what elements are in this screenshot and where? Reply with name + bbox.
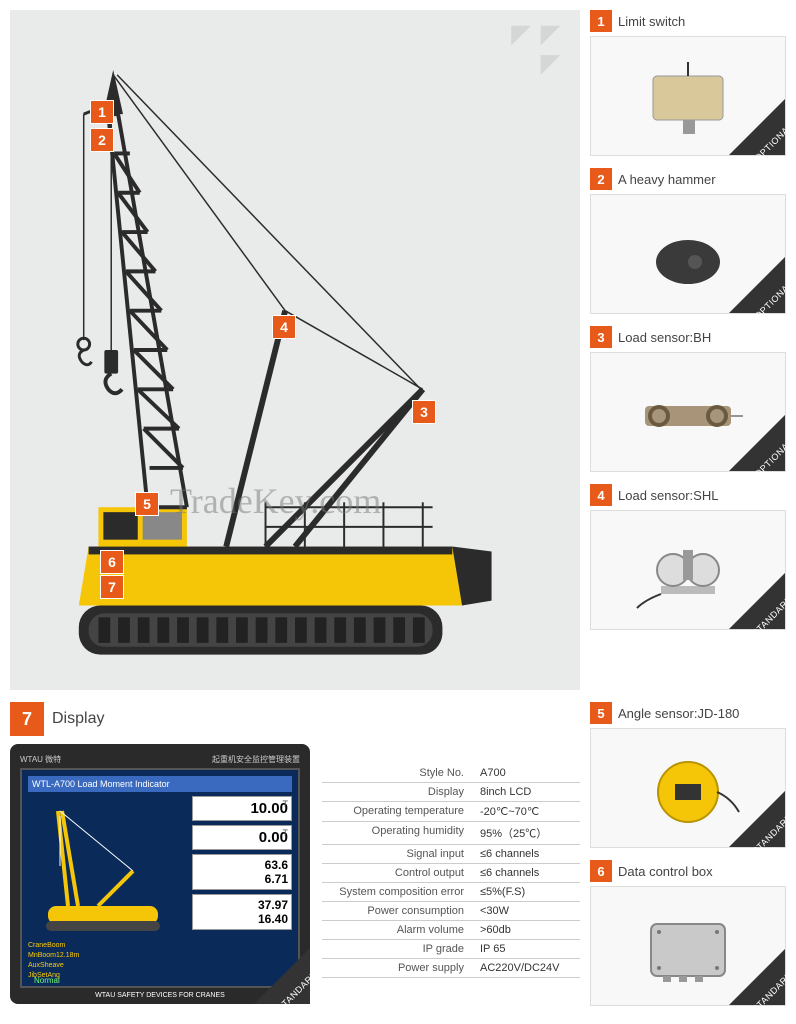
spec-row: IP gradeIP 65: [322, 940, 580, 959]
comp-image: STANDARD: [590, 510, 786, 630]
comp-image: STANDARD: [590, 886, 786, 1006]
display-section: 7 Display WTAU 微特 起重机安全监控管理装置 WTL-A700 L…: [10, 702, 580, 1006]
spec-val: AC220V/DC24V: [472, 962, 580, 974]
comp-image: OPTIONAL: [590, 36, 786, 156]
component-sidebar: 1 Limit switch OPTIONAL 2 A heavy hammer OPTI…: [590, 10, 786, 690]
spec-key: IP grade: [322, 943, 472, 955]
spec-row: Power supplyAC220V/DC24V: [322, 959, 580, 978]
component-6: 6 Data control box STANDARD: [590, 860, 786, 1006]
spec-key: Operating temperature: [322, 805, 472, 818]
spec-val: <30W: [472, 905, 580, 917]
comp-image: OPTIONAL: [590, 194, 786, 314]
bottom-row: 7 Display WTAU 微特 起重机安全监控管理装置 WTL-A700 L…: [10, 702, 786, 1006]
crane-diagram: 1 2 3 4 5 67: [10, 10, 580, 690]
brand: WTAU 微特: [20, 754, 61, 765]
comp-num: 2: [590, 168, 612, 190]
spec-table: Style No.A700Display8inch LCDOperating t…: [322, 764, 580, 1004]
cn-text: 起重机安全监控管理装置: [212, 754, 300, 765]
spec-row: Style No.A700: [322, 764, 580, 783]
display-number: 7: [10, 702, 44, 736]
spec-row: Operating humidity95%（25℃）: [322, 822, 580, 845]
component-1: 1 Limit switch OPTIONAL: [590, 10, 786, 156]
spec-row: Signal input≤6 channels: [322, 845, 580, 864]
mini-crane-icon: [28, 796, 188, 936]
comp-label: A heavy hammer: [618, 172, 716, 187]
comp-num: 1: [590, 10, 612, 32]
display-device: WTAU 微特 起重机安全监控管理装置 WTL-A700 Load Moment…: [10, 744, 310, 1004]
comp-label: Limit switch: [618, 14, 685, 29]
top-row: 1 2 3 4 5 67 1 Limit switch OPTIONAL 2 A heavy ha…: [10, 10, 786, 690]
spec-key: Style No.: [322, 767, 472, 779]
spec-val: ≤6 channels: [472, 848, 580, 860]
sidebar-bottom: 5 Angle sensor:JD-180 STANDARD 6 Data contro…: [590, 702, 786, 1006]
legend: CraneBoom MnBoom12.18m AuxSheave JibSetA…: [28, 941, 188, 981]
spec-key: Control output: [322, 867, 472, 879]
display-title: Display: [52, 710, 104, 728]
comp-image: STANDARD: [590, 728, 786, 848]
spec-key: Alarm volume: [322, 924, 472, 936]
comp-num: 5: [590, 702, 612, 724]
spec-key: Power supply: [322, 962, 472, 974]
marker-1: 1: [90, 100, 114, 124]
screen-title: WTL-A700 Load Moment Indicator: [28, 776, 292, 792]
marker-3: 3: [412, 400, 436, 424]
spec-val: -20℃~70℃: [472, 805, 580, 818]
marker-6: 6: [100, 550, 124, 574]
marker-4: 4: [272, 315, 296, 339]
spec-row: Control output≤6 channels: [322, 864, 580, 883]
comp-image: OPTIONAL: [590, 352, 786, 472]
marker-2: 2: [90, 128, 114, 152]
component-2: 2 A heavy hammer OPTIONAL: [590, 168, 786, 314]
comp-num: 3: [590, 326, 612, 348]
component-4: 4 Load sensor:SHL STANDARD: [590, 484, 786, 630]
page: 1234567 1Limit switchOPTIONAL2A heavy ha…: [0, 0, 796, 1016]
comp-num: 6: [590, 860, 612, 882]
spec-val: ≤5%(F.S): [472, 886, 580, 898]
spec-key: Signal input: [322, 848, 472, 860]
spec-row: System composition error≤5%(F.S): [322, 883, 580, 902]
marker-5: 5: [135, 492, 159, 516]
spec-val: 8inch LCD: [472, 786, 580, 798]
spec-val: IP 65: [472, 943, 580, 955]
comp-label: Angle sensor:JD-180: [618, 706, 739, 721]
marker-7: 7: [100, 575, 124, 599]
spec-val: ≤6 channels: [472, 867, 580, 879]
spec-row: Power consumption<30W: [322, 902, 580, 921]
spec-row: Alarm volume>60db: [322, 921, 580, 940]
spec-key: Operating humidity: [322, 825, 472, 841]
spec-val: 95%（25℃）: [472, 825, 580, 841]
component-5: 5 Angle sensor:JD-180 STANDARD: [590, 702, 786, 848]
spec-row: Operating temperature-20℃~70℃: [322, 802, 580, 822]
comp-label: Load sensor:BH: [618, 330, 711, 345]
spec-key: Power consumption: [322, 905, 472, 917]
spec-val: A700: [472, 767, 580, 779]
comp-label: Load sensor:SHL: [618, 488, 718, 503]
spec-key: Display: [322, 786, 472, 798]
component-3: 3 Load sensor:BH OPTIONAL: [590, 326, 786, 472]
spec-key: System composition error: [322, 886, 472, 898]
spec-val: >60db: [472, 924, 580, 936]
comp-num: 4: [590, 484, 612, 506]
spec-row: Display8inch LCD: [322, 783, 580, 802]
comp-label: Data control box: [618, 864, 713, 879]
